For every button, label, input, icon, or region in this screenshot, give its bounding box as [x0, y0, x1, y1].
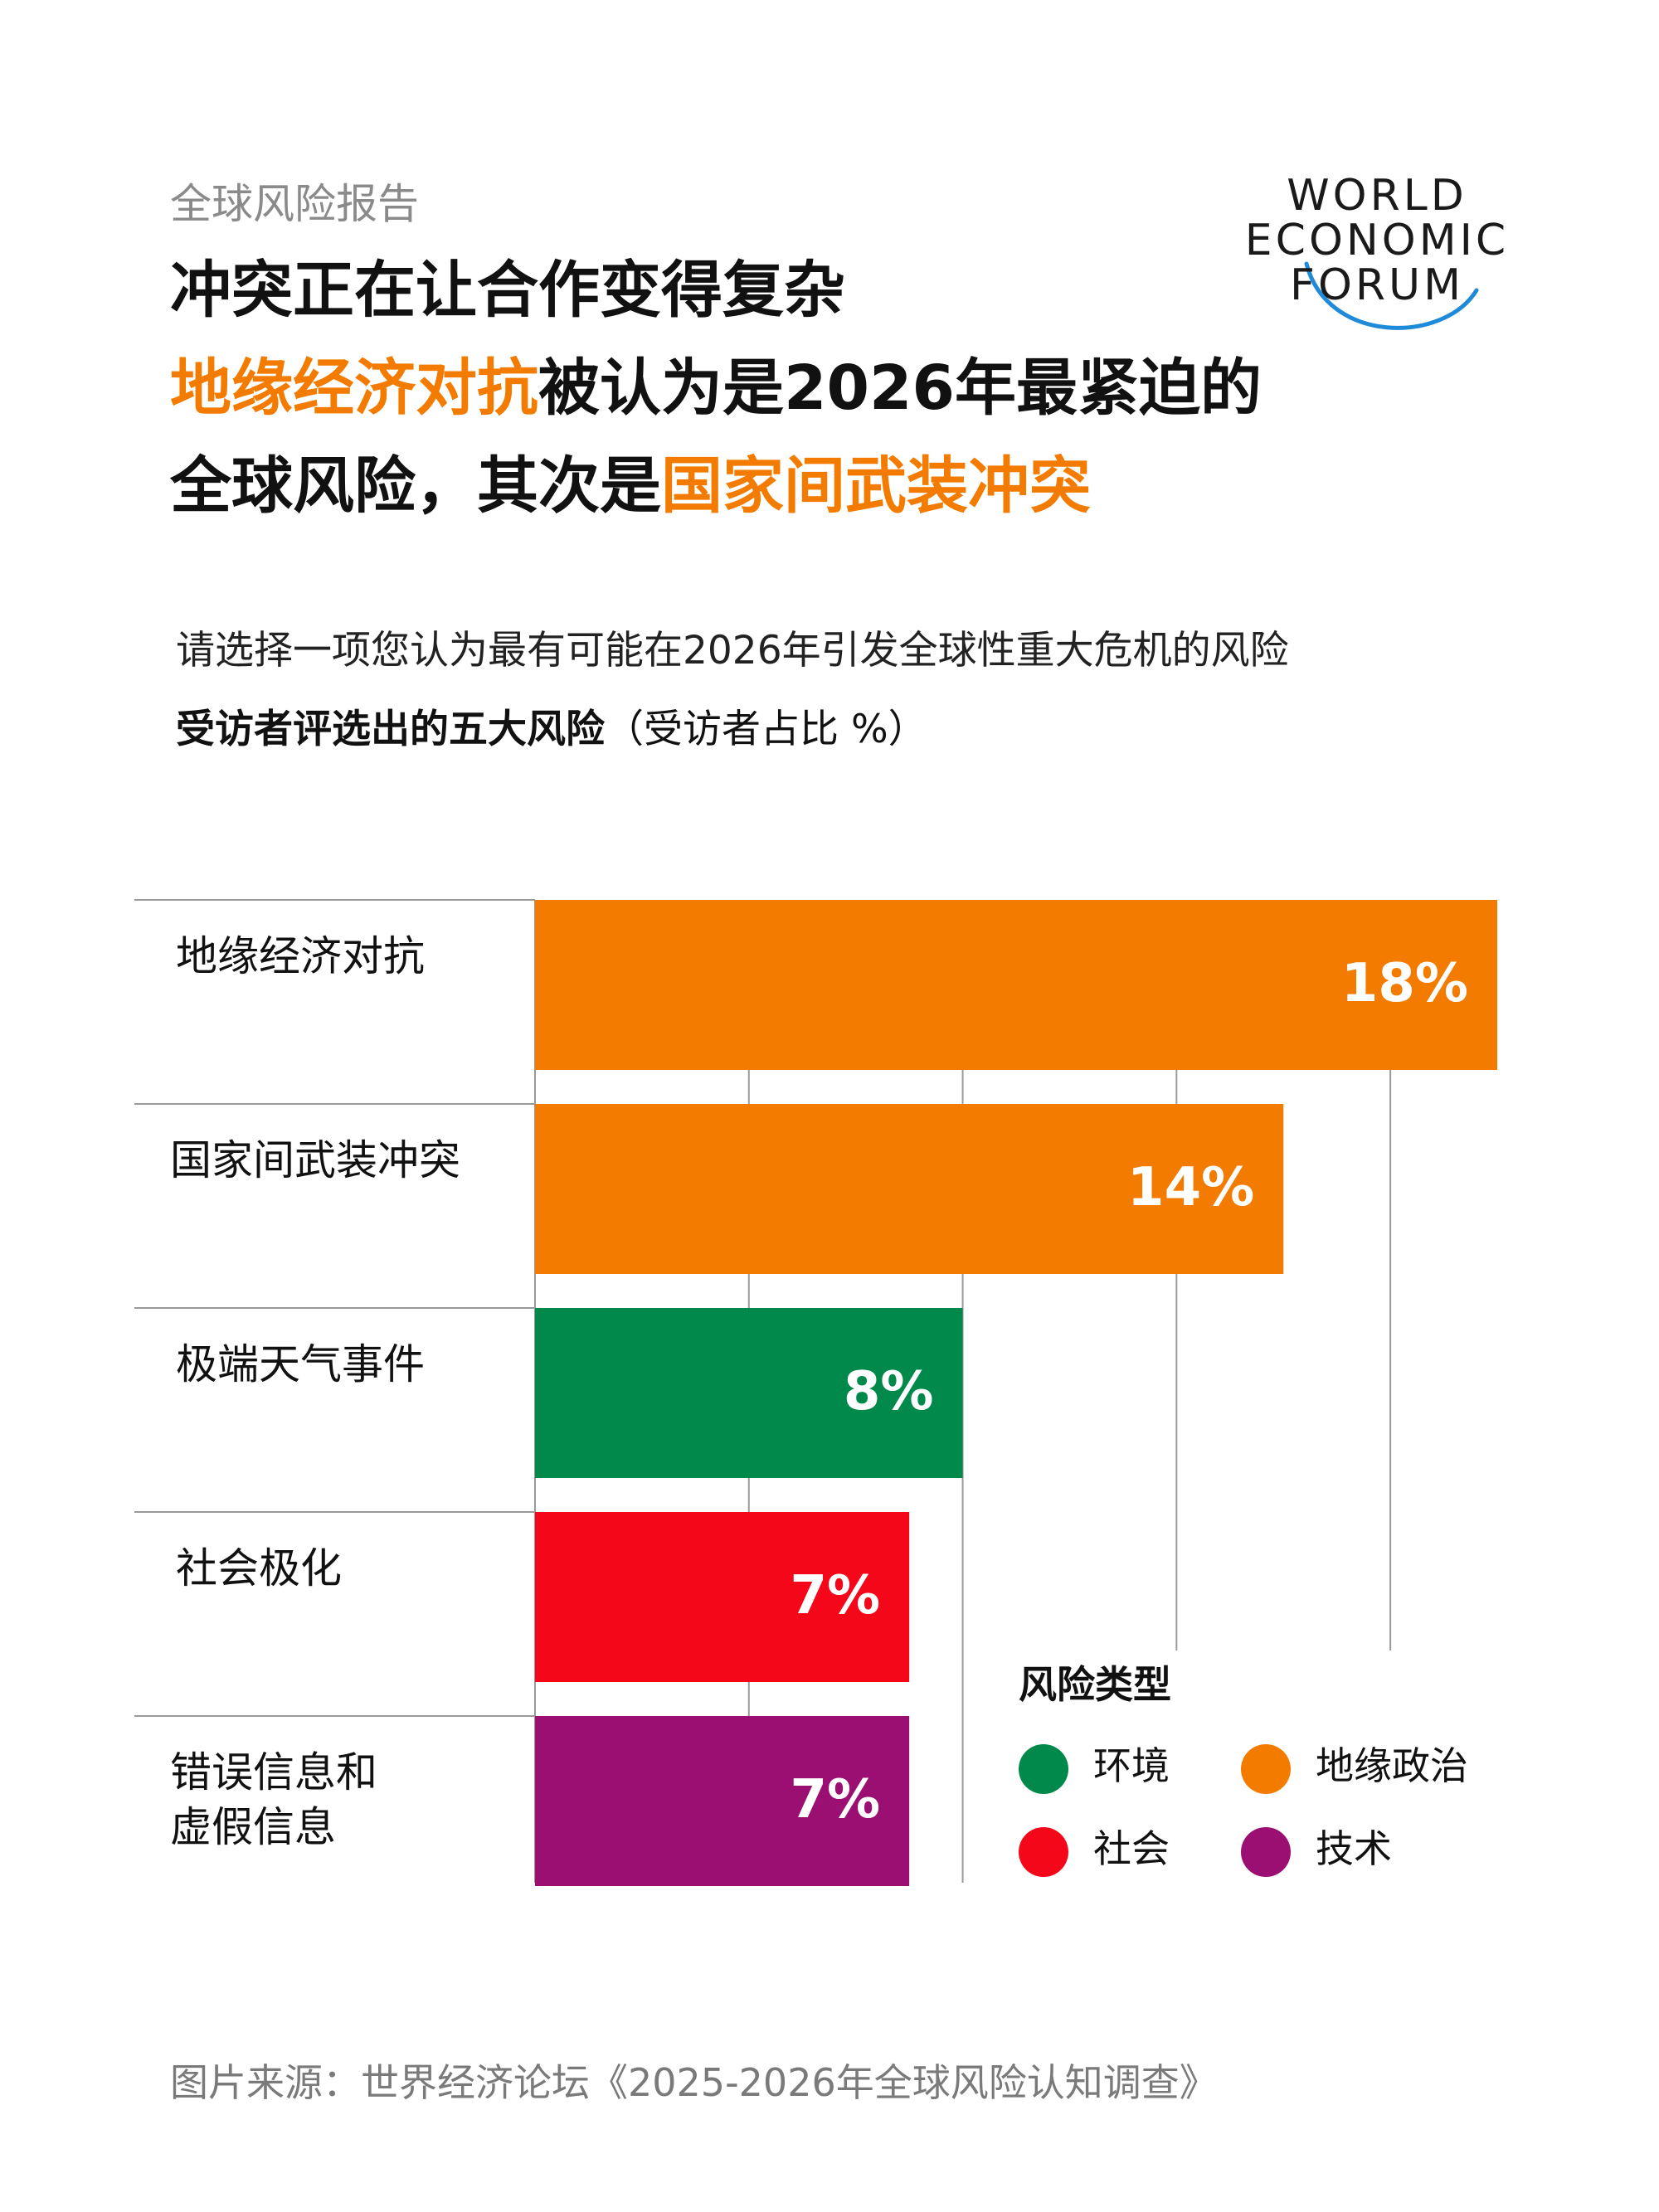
logo-text-economic: ECONOMIC — [1244, 216, 1510, 265]
bar-1 — [535, 1104, 1284, 1274]
legend-item-technological: 技术 — [1241, 1819, 1392, 1877]
bar-4 — [535, 1716, 910, 1886]
bar-value-label: 14% — [1127, 1157, 1254, 1218]
bar-3 — [535, 1512, 910, 1682]
legend-item-environment: 环境 — [1019, 1736, 1170, 1794]
bar-value-label: 18% — [1341, 953, 1468, 1014]
legend-label-technological: 技术 — [1316, 1826, 1392, 1871]
legend-dot-geopolitical — [1241, 1743, 1291, 1794]
category-label: 地缘经济对抗 — [176, 932, 425, 980]
category-label: 国家间武装冲突 — [170, 1136, 460, 1184]
headline-line-3-start: 全球风险，其次是 — [170, 450, 661, 522]
headline-line-3: 全球风险，其次是国家间武装冲突 — [170, 436, 1091, 525]
bar-value-label: 7% — [790, 1565, 880, 1626]
chart-subtitle: 受访者评选出的五大风险（受访者占比 %） — [176, 697, 927, 754]
headline-accent-armed-conflict: 国家间武装冲突 — [661, 450, 1091, 522]
category-label: 极端天气事件 — [176, 1340, 425, 1388]
logo-text-world: WORLD — [1287, 171, 1467, 221]
legend-item-geopolitical: 地缘政治 — [1241, 1736, 1468, 1794]
source-note: 图片来源：世界经济论坛《2025-2026年全球风险认知调查》 — [170, 2060, 1218, 2105]
bar-chart: 18% 地缘经济对抗 14% 国家间武装冲突 8% 极端天气事件 7% 社会极化 7% 错误信息和… — [134, 899, 1497, 1886]
bar-value-label: 7% — [790, 1769, 880, 1830]
chart-subtitle-unit: （受访者占比 %） — [605, 707, 927, 752]
headline-accent-geoeconomic: 地缘经济对抗 — [170, 352, 538, 424]
legend-item-societal: 社会 — [1019, 1819, 1170, 1877]
legend-dot-environment — [1019, 1743, 1068, 1794]
category-label: 虚假信息 — [170, 1803, 336, 1851]
report-kicker: 全球风险报告 — [170, 180, 419, 228]
bar-2 — [535, 1308, 963, 1478]
survey-question: 请选择一项您认为最有可能在2026年引发全球性重大危机的风险 — [176, 628, 1289, 673]
logo-text-forum: FORUM — [1290, 260, 1464, 310]
wef-logo-arc — [1304, 261, 1479, 330]
bar-0 — [535, 900, 1497, 1070]
headline-line-1: 冲突正在让合作变得复杂 — [170, 255, 845, 326]
legend-label-societal: 社会 — [1093, 1826, 1170, 1871]
bar-value-label: 8% — [844, 1361, 934, 1422]
chart-subtitle-bold: 受访者评选出的五大风险 — [176, 707, 605, 752]
legend: 风险类型 环境 地缘政治 社会 技术 — [1019, 1655, 1516, 1903]
category-label: 社会极化 — [176, 1544, 342, 1592]
wef-logo: WORLD ECONOMIC FORUM — [1228, 166, 1526, 348]
legend-title: 风险类型 — [1019, 1662, 1171, 1707]
legend-dot-societal — [1019, 1826, 1068, 1877]
legend-label-environment: 环境 — [1093, 1743, 1170, 1788]
headline-line-2: 地缘经济对抗被认为是2026年最紧迫的 — [170, 338, 1262, 427]
legend-dot-technological — [1241, 1826, 1291, 1877]
legend-label-geopolitical: 地缘政治 — [1316, 1743, 1468, 1788]
headline-line-2-rest: 被认为是2026年最紧迫的 — [538, 352, 1262, 424]
category-label: 错误信息和 — [170, 1748, 377, 1796]
